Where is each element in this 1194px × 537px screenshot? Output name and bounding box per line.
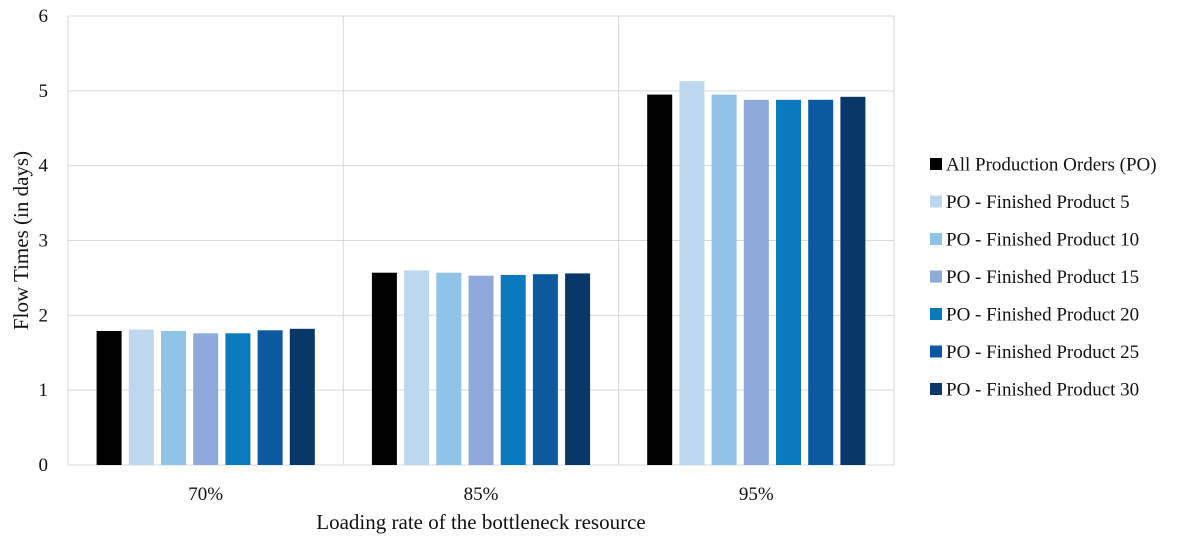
- bar: [96, 331, 122, 465]
- legend-swatch: [930, 270, 942, 283]
- legend-swatch: [930, 345, 942, 358]
- bar: [679, 81, 705, 465]
- y-tick-label: 3: [39, 231, 49, 252]
- bars: [96, 81, 866, 466]
- bar: [404, 270, 430, 465]
- bar: [840, 96, 866, 466]
- legend: All Production Orders (PO) PO - Finished …: [930, 155, 1157, 401]
- legend-swatch: [930, 233, 942, 245]
- bar: [436, 272, 462, 465]
- legend-swatch: [930, 158, 942, 170]
- y-tick-label: 5: [39, 81, 49, 102]
- bar: [257, 330, 283, 465]
- legend-label: All Production Orders (PO): [946, 155, 1157, 176]
- bar: [161, 331, 186, 465]
- bar: [500, 274, 526, 465]
- legend-swatch: [930, 195, 942, 208]
- legend-label: PO - Finished Product 5: [946, 192, 1130, 213]
- x-tick-label: 85%: [464, 484, 499, 505]
- bar: [468, 275, 494, 465]
- bar: [289, 328, 315, 465]
- bar: [647, 94, 673, 465]
- y-tick-label: 6: [39, 6, 49, 27]
- x-axis-title: Loading rate of the bottleneck resource: [316, 510, 645, 534]
- bar: [776, 99, 801, 466]
- legend-swatch: [930, 308, 942, 320]
- y-axis-ticks: 0 1 2 3 4 5 6: [39, 6, 49, 476]
- bar: [193, 333, 219, 465]
- legend-label: PO - Finished Product 15: [946, 267, 1139, 288]
- legend-label: PO - Finished Product 10: [946, 230, 1139, 251]
- y-axis-title: Flow Times (in days): [9, 151, 33, 330]
- bar: [565, 273, 591, 465]
- y-tick-label: 1: [39, 380, 49, 401]
- x-tick-label: 70%: [188, 484, 223, 505]
- bar: [532, 274, 558, 465]
- bar: [128, 329, 154, 465]
- x-axis-ticks: 70% 85% 95%: [188, 484, 774, 505]
- bar: [711, 94, 737, 465]
- legend-label: PO - Finished Product 25: [946, 342, 1139, 363]
- legend-label: PO - Finished Product 30: [946, 380, 1139, 401]
- bar: [808, 99, 834, 466]
- bar: [743, 99, 769, 466]
- bar: [225, 333, 251, 465]
- x-tick-label: 95%: [739, 484, 774, 505]
- y-tick-label: 0: [39, 455, 49, 476]
- legend-label: PO - Finished Product 20: [946, 305, 1139, 326]
- legend-swatch: [930, 383, 942, 395]
- y-tick-label: 4: [39, 156, 49, 177]
- bar: [371, 272, 397, 465]
- y-tick-label: 2: [39, 305, 49, 326]
